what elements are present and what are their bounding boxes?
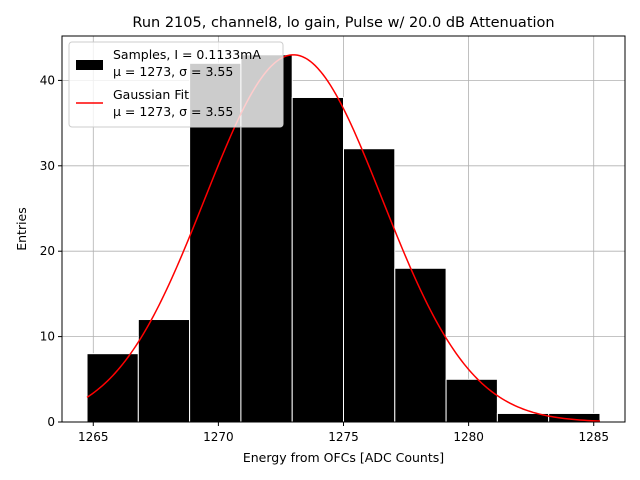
chart-title: Run 2105, channel8, lo gain, Pulse w/ 20… [132,15,554,31]
y-axis-label: Entries [14,207,29,251]
legend-fit-stats: μ = 1273, σ = 3.55 [113,104,233,119]
histogram-bar [137,319,191,423]
histogram-bar [86,353,139,423]
x-tick-label: 1265 [78,430,109,444]
legend-histogram-label: Samples, I = 0.1133mA [113,47,261,62]
histogram-bar [445,378,498,423]
gaussian-fit-line [86,54,601,422]
histogram-bar [291,96,344,423]
histogram-bar [394,267,447,423]
x-axis-label: Energy from OFCs [ADC Counts] [243,450,444,465]
y-tick-label: 20 [40,244,55,258]
y-tick-label: 40 [40,73,55,87]
y-tick-label: 0 [47,415,55,429]
x-tick-label: 1270 [203,430,234,444]
legend-fit-label: Gaussian Fit [113,87,189,102]
y-tick-label: 30 [40,159,55,173]
histogram-bar [343,148,396,423]
x-tick-label: 1275 [328,430,359,444]
y-tick-label: 10 [40,330,55,344]
x-axis-ticks: 1265 1270 1275 1280 1285 [78,422,609,444]
legend-histogram-swatch [76,60,103,70]
legend-box [68,41,284,128]
y-axis-ticks: 0 10 20 30 40 [40,73,62,429]
legend: Samples, I = 0.1133mA μ = 1273, σ = 3.55… [68,41,284,128]
legend-histogram-stats: μ = 1273, σ = 3.55 [113,64,233,79]
x-tick-label: 1285 [578,430,609,444]
x-tick-label: 1280 [453,430,484,444]
